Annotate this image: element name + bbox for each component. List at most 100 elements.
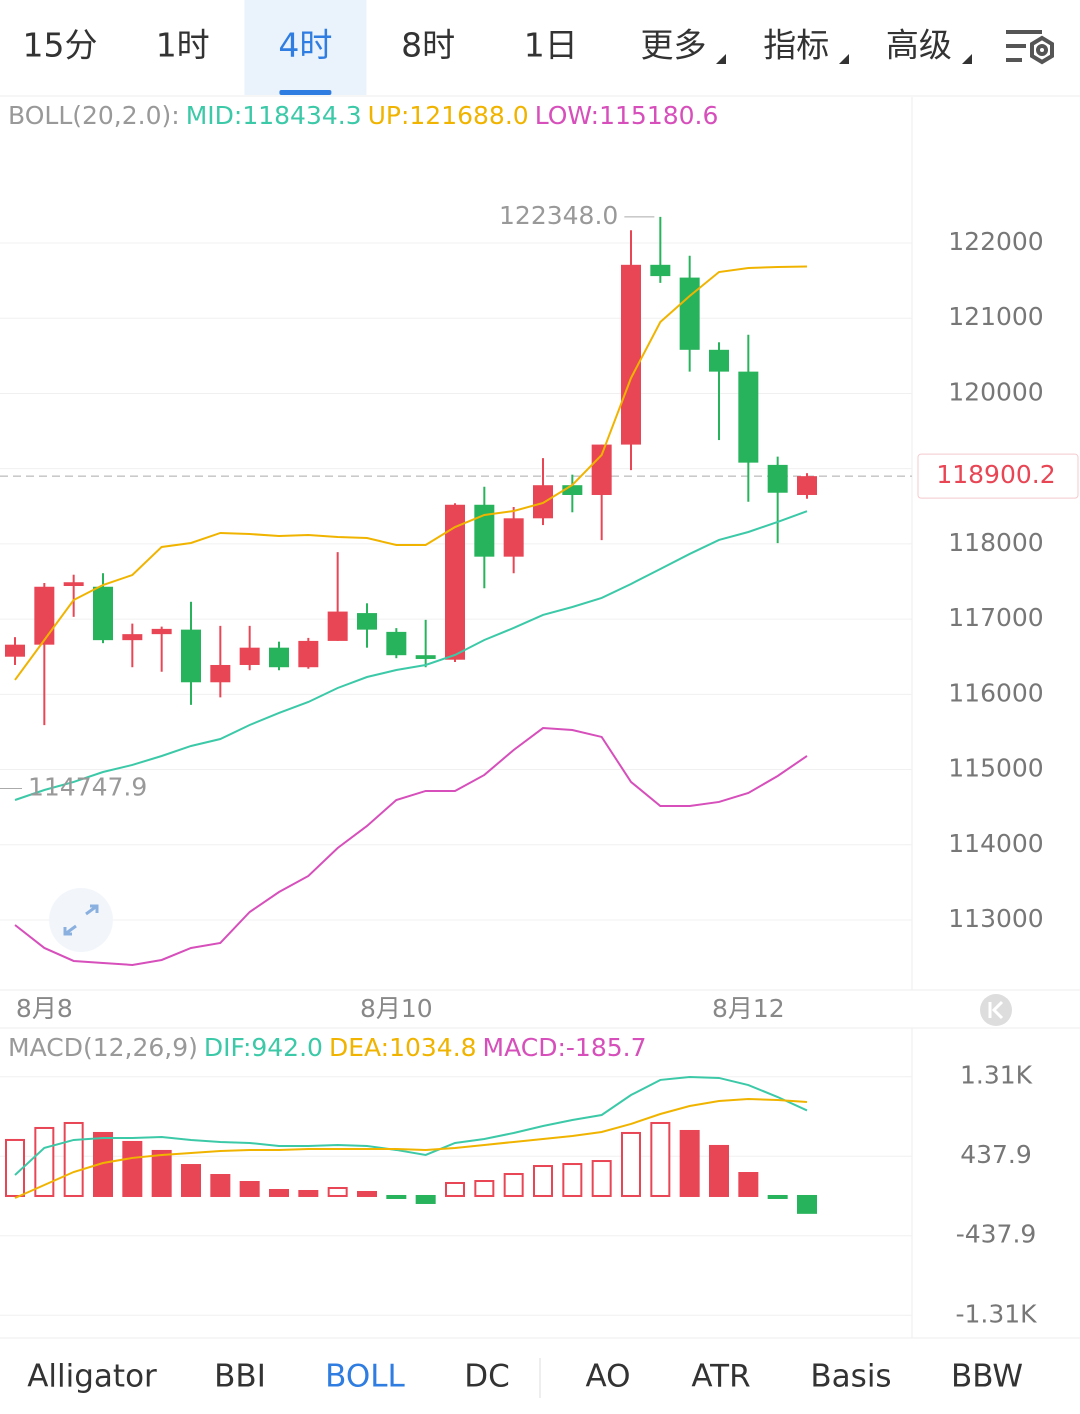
candle-body [34, 586, 55, 645]
timeframe-tab[interactable]: 更多 [641, 26, 707, 65]
selected-tab-indicator [279, 90, 332, 95]
y-tick-label: 115000 [948, 754, 1043, 783]
candle-body [386, 631, 407, 656]
macd-bar [738, 1172, 759, 1197]
macd-bar [122, 1140, 143, 1197]
timeframe-tab[interactable]: 高级 [886, 26, 952, 65]
legend-entry: DEA:1034.8 [329, 1033, 477, 1062]
timeframe-tab[interactable]: 指标 [763, 26, 829, 65]
legend-entry: DIF:942.0 [204, 1033, 323, 1062]
candle-body [445, 504, 465, 660]
dropdown-arrow [716, 54, 726, 64]
candle-body [738, 371, 759, 463]
y-tick-label: 113000 [948, 904, 1043, 933]
macd-bar [445, 1182, 465, 1197]
candle-body [181, 629, 201, 683]
candle-body [93, 586, 113, 641]
macd-bar [679, 1129, 700, 1197]
y-tick-label: 122000 [948, 227, 1043, 256]
candle-body [533, 485, 553, 519]
candle-body [269, 647, 289, 668]
y-tick-label: 114000 [948, 829, 1043, 858]
legend-entry: MACD(12,26,9) [8, 1033, 198, 1062]
expand-button[interactable] [49, 888, 113, 952]
x-tick-label: 8月8 [16, 994, 73, 1023]
candle-body [503, 518, 524, 557]
indicator-line [14, 1098, 808, 1199]
candle-body [474, 504, 495, 557]
legend-entry: UP:121688.0 [368, 101, 529, 130]
macd-bar [621, 1131, 641, 1197]
legend: MACD(12,26,9) DIF:942.0 DEA:1034.8 MACD:-18… [8, 1033, 647, 1062]
candle-body [415, 655, 436, 659]
candle-body [767, 464, 788, 493]
candle-body [210, 664, 231, 683]
candle-body [709, 349, 729, 372]
indicator-tab[interactable]: BBW [951, 1359, 1023, 1395]
macd-bar [386, 1194, 407, 1199]
macd-bar [151, 1149, 172, 1197]
timeframe-tab[interactable]: 15分 [23, 26, 98, 65]
macd-bar [327, 1186, 348, 1197]
y-tick-label: 116000 [948, 678, 1043, 707]
timeframe-tab[interactable]: 8时 [401, 26, 455, 65]
macd-bar [269, 1188, 289, 1197]
y-tick-label: 1.31K [960, 1061, 1033, 1090]
indicator-line [14, 510, 808, 801]
macd-bar [298, 1189, 319, 1197]
candle-body [298, 640, 319, 668]
macd-bar [357, 1190, 377, 1197]
y-tick-label: 117000 [948, 603, 1043, 632]
candle-body [591, 444, 612, 495]
candle-body [151, 628, 172, 635]
macd-bar [591, 1160, 612, 1197]
macd-bar [767, 1194, 788, 1199]
macd-bar [181, 1164, 201, 1197]
plots: 1130001140001150001160001170001180001190… [0, 101, 1079, 1328]
y-tick-label: -1.31K [955, 1299, 1037, 1328]
legend-entry: MACD:-185.7 [483, 1033, 647, 1062]
candle-body [562, 485, 583, 495]
macd-bar [503, 1173, 524, 1197]
indicator-tab[interactable]: ATR [691, 1359, 750, 1395]
timeframe-tab[interactable]: 1时 [156, 26, 210, 65]
last-price-box [917, 453, 1079, 499]
macd-bar [34, 1126, 55, 1197]
indicator-tab[interactable]: Basis [810, 1359, 891, 1395]
candle-body [122, 634, 143, 641]
timeframe-tabs: 15分 1时 4时 8时 1日 更多 指标 高级 [23, 0, 952, 95]
indicator-tab[interactable]: Alligator [27, 1359, 157, 1395]
indicator-tab[interactable]: AO [585, 1359, 630, 1395]
annotation: 122348.0 [499, 201, 618, 230]
macd-bar [93, 1131, 113, 1197]
legend-entry: LOW:115180.6 [535, 101, 719, 130]
legend-entry: BOLL(20,2.0): [8, 101, 180, 130]
indicator-tab[interactable]: DC [464, 1359, 510, 1395]
macd-bar [709, 1144, 729, 1197]
scroll-latest-button[interactable] [980, 994, 1012, 1026]
settings-icon[interactable] [1006, 30, 1054, 65]
candle-body [679, 277, 700, 350]
indicator-line [14, 726, 808, 966]
timeframe-tab[interactable]: 4时 [278, 26, 332, 65]
selected-tab-bg [244, 0, 367, 95]
timeframe-tab[interactable]: 1日 [524, 26, 578, 65]
indicator-tabs: Alligator BBI BOLL DC AO ATR Basis BBW [27, 1359, 1023, 1395]
candle-body [5, 644, 25, 657]
macd-bar [474, 1180, 495, 1197]
x-tick-label: 8月12 [712, 994, 785, 1023]
macd-bar [650, 1121, 671, 1197]
indicator-tab[interactable]: BBI [214, 1359, 266, 1395]
annotation: 114747.9 [28, 772, 147, 801]
x-tick-label: 8月10 [360, 994, 433, 1023]
candle-body [357, 613, 377, 630]
macd-bar [797, 1194, 817, 1214]
macd-bar [210, 1174, 231, 1197]
y-tick-label: 118000 [948, 528, 1043, 557]
candle-body [327, 611, 348, 641]
indicator-tab[interactable]: BOLL [325, 1359, 405, 1395]
legend-entry: MID:118434.3 [186, 101, 362, 130]
y-tick-label: 120000 [948, 377, 1043, 406]
candle-body [239, 647, 260, 665]
